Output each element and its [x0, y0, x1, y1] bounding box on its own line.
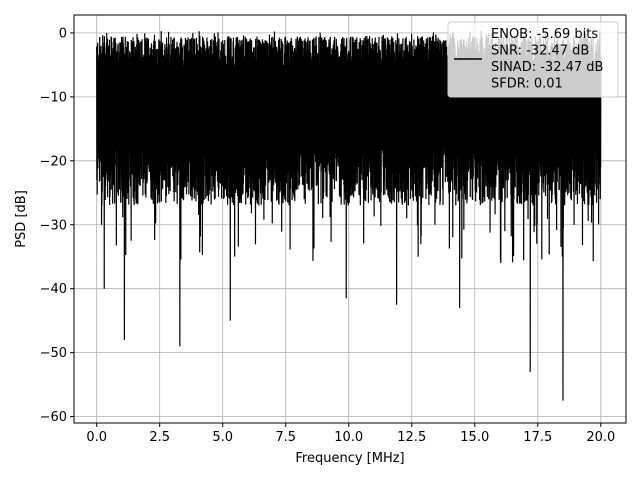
legend-enob: ENOB: -5.69 bits — [491, 27, 598, 42]
legend: ENOB: -5.69 bits SNR: -32.47 dB SINAD: -… — [447, 21, 619, 98]
y-tick-label: 0 — [59, 26, 67, 41]
legend-sfdr: SFDR: 0.01 — [491, 77, 563, 92]
y-tick-label: −60 — [40, 410, 67, 425]
y-axis-label: PSD [dB] — [14, 190, 29, 248]
legend-sinad: SINAD: -32.47 dB — [491, 60, 603, 75]
x-tick-label: 2.5 — [149, 430, 170, 445]
x-tick-label: 17.5 — [523, 430, 552, 445]
y-tick-label: −50 — [40, 346, 67, 361]
legend-snr: SNR: -32.47 dB — [491, 44, 589, 59]
x-tick-label: 10.0 — [334, 430, 363, 445]
x-tick-label: 0.0 — [86, 430, 107, 445]
x-tick-label: 12.5 — [397, 430, 426, 445]
y-tick-label: −30 — [40, 218, 67, 233]
x-tick-label: 15.0 — [460, 430, 489, 445]
axes-frame — [73, 14, 627, 424]
x-axis-label: Frequency [MHz] — [295, 451, 404, 466]
x-tick-label: 7.5 — [275, 430, 296, 445]
y-tick-label: −40 — [40, 282, 67, 297]
y-tick-label: −20 — [40, 154, 67, 169]
ticks: 0.0 2.5 5.0 7.5 10.0 12.5 15.0 17.5 20.0 0 −10 −20 −… — [40, 26, 616, 445]
x-tick-label: 5.0 — [212, 430, 233, 445]
x-tick-label: 20.0 — [586, 430, 615, 445]
legend-box — [447, 21, 619, 98]
y-tick-label: −10 — [40, 90, 67, 105]
